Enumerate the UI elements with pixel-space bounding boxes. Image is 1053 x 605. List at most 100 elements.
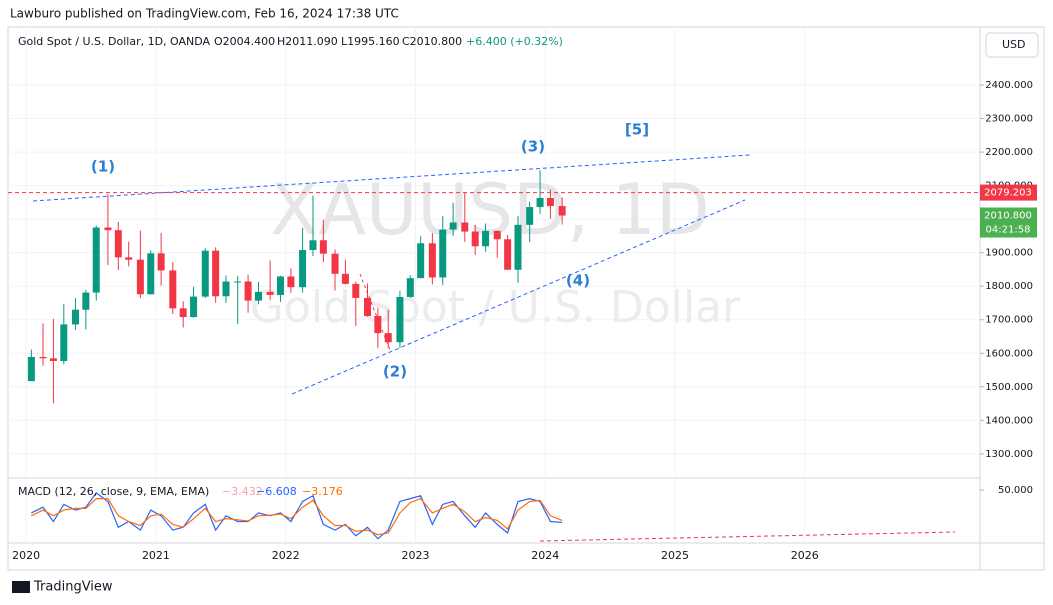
candle-body: [125, 257, 133, 260]
candle-body: [374, 316, 382, 334]
macd-line: [31, 497, 563, 536]
candle-body: [27, 356, 35, 382]
candle-body: [461, 222, 469, 232]
candle-body: [526, 207, 534, 225]
x-tick-label: 2022: [272, 549, 300, 562]
candle-body: [428, 243, 436, 278]
legend-close: C2010.800: [402, 35, 462, 48]
grid: [8, 27, 980, 543]
wave-label: (2): [383, 363, 407, 381]
macd-value: −6.608: [256, 485, 297, 498]
legend-open: O2004.400: [214, 35, 275, 48]
legend-symbol: Gold Spot / U.S. Dollar, 1D, OANDA: [18, 35, 211, 48]
countdown: 04:21:58: [986, 225, 1031, 236]
x-tick-label: 2024: [531, 549, 559, 562]
y-tick-label: 1900.000: [985, 248, 1033, 259]
x-tick-label: 2020: [12, 549, 40, 562]
currency-label[interactable]: USD: [1002, 38, 1026, 51]
candle-body: [449, 222, 457, 230]
candle-body: [190, 296, 198, 318]
candle-body: [266, 291, 274, 295]
plot: [8, 170, 980, 540]
candle-body: [82, 292, 90, 310]
frame: [7, 26, 1045, 571]
candle-body: [234, 281, 242, 283]
candle-body: [147, 253, 155, 295]
candle-body: [493, 230, 501, 240]
candle-body: [136, 259, 144, 295]
x-tick-label: 2025: [661, 549, 689, 562]
candle-body: [287, 276, 295, 288]
candle-body: [49, 358, 57, 361]
candle-body: [277, 276, 285, 295]
candle-body: [169, 270, 177, 309]
y-tick-label: 1800.000: [985, 281, 1033, 292]
candle-body: [71, 309, 79, 325]
candle-body: [558, 206, 566, 216]
candle-body: [352, 283, 360, 298]
candle-body: [504, 239, 512, 270]
price-tag: [980, 184, 1037, 201]
wave-label: [5]: [625, 121, 649, 139]
y-tick-label: 1700.000: [985, 315, 1033, 326]
currency-button[interactable]: [985, 32, 1039, 58]
candle-body: [60, 324, 68, 361]
candle-body: [514, 224, 522, 270]
candle-body: [319, 240, 327, 254]
legend-change: +6.400 (+0.32%): [466, 35, 563, 48]
y-tick-label: 1300.000: [985, 449, 1033, 460]
lower-trend-line: [291, 199, 746, 395]
y-tick-label: 2300.000: [985, 114, 1033, 125]
candle-body: [114, 230, 122, 258]
candle-body: [363, 297, 371, 317]
candle-body: [39, 356, 47, 359]
candle-body: [536, 198, 544, 208]
candle-body: [331, 253, 339, 274]
candle-body: [384, 333, 392, 343]
candle-body: [471, 231, 479, 247]
upper-trend-line: [32, 154, 751, 202]
candle-body: [341, 273, 349, 284]
candle-body: [92, 227, 100, 293]
signal-value: −3.176: [302, 485, 343, 498]
last-price-tag: [980, 207, 1037, 238]
candle-body: [406, 278, 414, 297]
logo-icon: [12, 581, 30, 593]
macd-line: [31, 492, 563, 540]
y-tick-label: 1600.000: [985, 348, 1033, 359]
candle-body: [482, 230, 490, 247]
y-tick-label: 2200.000: [985, 147, 1033, 158]
candle-body: [212, 250, 220, 297]
candle-body: [104, 227, 112, 231]
watermark-description: Gold Spot / U.S. Dollar: [250, 282, 741, 333]
x-tick-label: 2021: [142, 549, 170, 562]
candle-body: [439, 229, 447, 278]
wave-label: (1): [91, 158, 115, 176]
macd-title: MACD (12, 26, close, 9, EMA, EMA): [18, 485, 209, 498]
y-tick-label: 50.000: [998, 485, 1033, 496]
candle-body: [179, 308, 187, 318]
y-tick-label: 2400.000: [985, 80, 1033, 91]
candle-body: [309, 240, 317, 250]
y-tick-label: 1400.000: [985, 415, 1033, 426]
candle-body: [417, 243, 425, 279]
candle-body: [222, 281, 230, 297]
candle-body: [157, 253, 165, 271]
x-tick-label: 2026: [791, 549, 819, 562]
watermark-symbol: XAUUSD, 1D: [270, 169, 710, 251]
candle-body: [299, 249, 307, 288]
candle-body: [254, 291, 262, 301]
candle-body: [396, 296, 404, 343]
legend-low: L1995.160: [341, 35, 400, 48]
last-price-label: 2010.800: [984, 211, 1032, 222]
legend: Gold Spot / U.S. Dollar, 1D, OANDA O2004…: [18, 35, 563, 48]
y-tick-label: 1500.000: [985, 382, 1033, 393]
candle-body: [201, 250, 209, 297]
price-tag-label: 2079.203: [984, 188, 1032, 199]
candle-body: [546, 198, 554, 207]
wave-label: (4): [566, 272, 590, 290]
wave-label: (3): [521, 138, 545, 156]
x-tick-label: 2023: [401, 549, 429, 562]
publisher: Lawburo published on TradingView.com, Fe…: [10, 7, 399, 21]
